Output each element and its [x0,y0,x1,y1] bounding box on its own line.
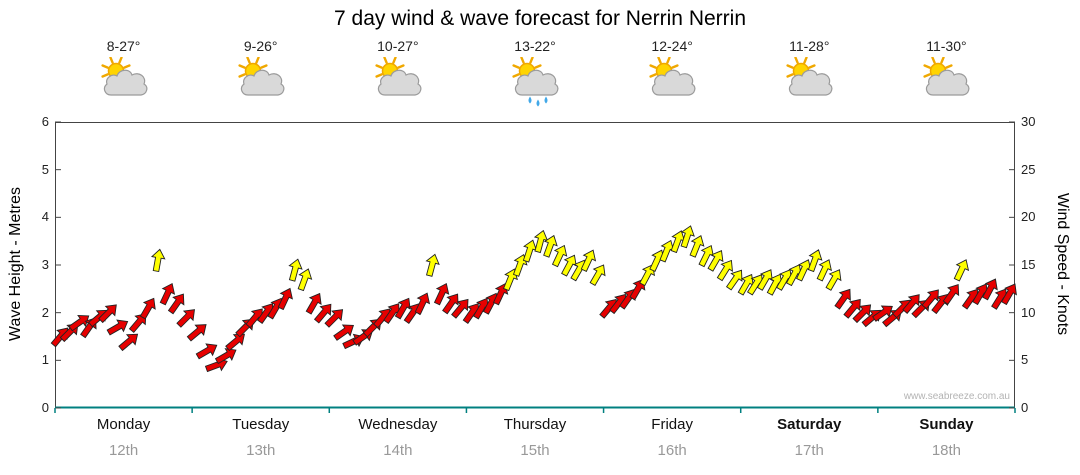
weather-icon-holder [192,56,329,107]
x-axis-day-name: Sunday [919,416,974,433]
day-header: 8-27° [55,38,192,107]
page-title: 7 day wind & wave forecast for Nerrin Ne… [334,7,746,30]
day-header: 11-30° [878,38,1015,107]
weather-icon-holder [329,56,466,107]
wave-height-tick-label: 4 [41,209,49,225]
wind-arrows-chart [47,121,1022,413]
wind-arrow [149,247,167,273]
wind-arrow [586,261,610,288]
wave-height-tick-label: 1 [41,352,49,368]
sun-cloud-icon [238,56,285,96]
weather-icon-holder [604,56,741,107]
right-axis-label: Wind Speed - Knots [1054,192,1071,336]
day-temperature: 11-28° [789,38,830,54]
wind-speed-tick-label: 25 [1021,161,1036,177]
weather-icon-holder [466,56,603,107]
wind-arrow [285,256,305,283]
x-axis-day-date: 18th [931,442,962,459]
wind-arrow [274,285,297,312]
day-header: 9-26° [192,38,329,107]
day-temperature: 9-26° [243,38,278,54]
wind-speed-tick-label: 10 [1021,304,1036,320]
x-axis-day-name: Wednesday [358,416,438,433]
wind-speed-tick-label: 30 [1021,114,1036,129]
x-axis-day-name: Thursday [503,416,567,433]
sun-cloud-icon [375,56,422,96]
sun-cloud-icon [923,56,970,96]
wind-arrow [115,328,143,354]
weather-icon-holder [55,56,192,107]
day-header: 13-22° [466,38,603,107]
x-axis-day-name: Tuesday [232,416,290,433]
x-axis-day-date: 15th [520,442,550,459]
wave-height-tick-label: 6 [41,114,49,129]
wind-arrow [950,256,973,284]
day-header: 10-27° [329,38,466,107]
day-temperature: 13-22° [514,38,556,54]
day-header: 12-24° [604,38,741,107]
plot-border [55,122,1015,408]
wind-arrow [411,289,434,317]
wave-height-tick-label: 0 [41,400,49,415]
x-axis-day-date: 16th [657,442,687,459]
sun-cloud-rain-icon [512,56,559,107]
day-temperature: 10-27° [377,38,419,54]
day-temperature: 8-27° [106,38,141,54]
wave-height-tick-label: 3 [41,257,49,272]
weather-icon-holder [741,56,878,107]
wind-arrow [184,319,211,345]
wind-arrow [422,252,442,278]
x-axis-day-date: 17th [794,442,824,459]
day-temperature: 12-24° [651,38,693,54]
wave-height-tick-label: 2 [41,304,49,320]
watermark: www.seabreeze.com.au [903,391,1010,402]
x-axis-day-name: Monday [96,416,151,433]
sun-cloud-icon [786,56,833,96]
day-temperature: 11-30° [926,38,967,54]
x-axis-day-date: 13th [246,442,276,459]
x-axis-day-date: 14th [383,442,413,459]
x-axis-day-name: Saturday [777,416,842,433]
sun-cloud-icon [649,56,696,96]
wind-speed-tick-label: 20 [1021,209,1036,225]
wind-speed-tick-label: 0 [1021,400,1029,415]
wind-arrow [173,304,200,331]
wave-height-tick-label: 5 [41,161,49,177]
x-axis-day-date: 12th [108,442,139,459]
wind-speed-tick-label: 15 [1021,257,1036,272]
day-header: 11-28° [741,38,878,107]
wind-speed-tick-label: 5 [1021,352,1029,368]
weather-icon-holder [878,56,1015,107]
x-axis-day-name: Friday [651,416,693,433]
sun-cloud-icon [100,56,147,96]
